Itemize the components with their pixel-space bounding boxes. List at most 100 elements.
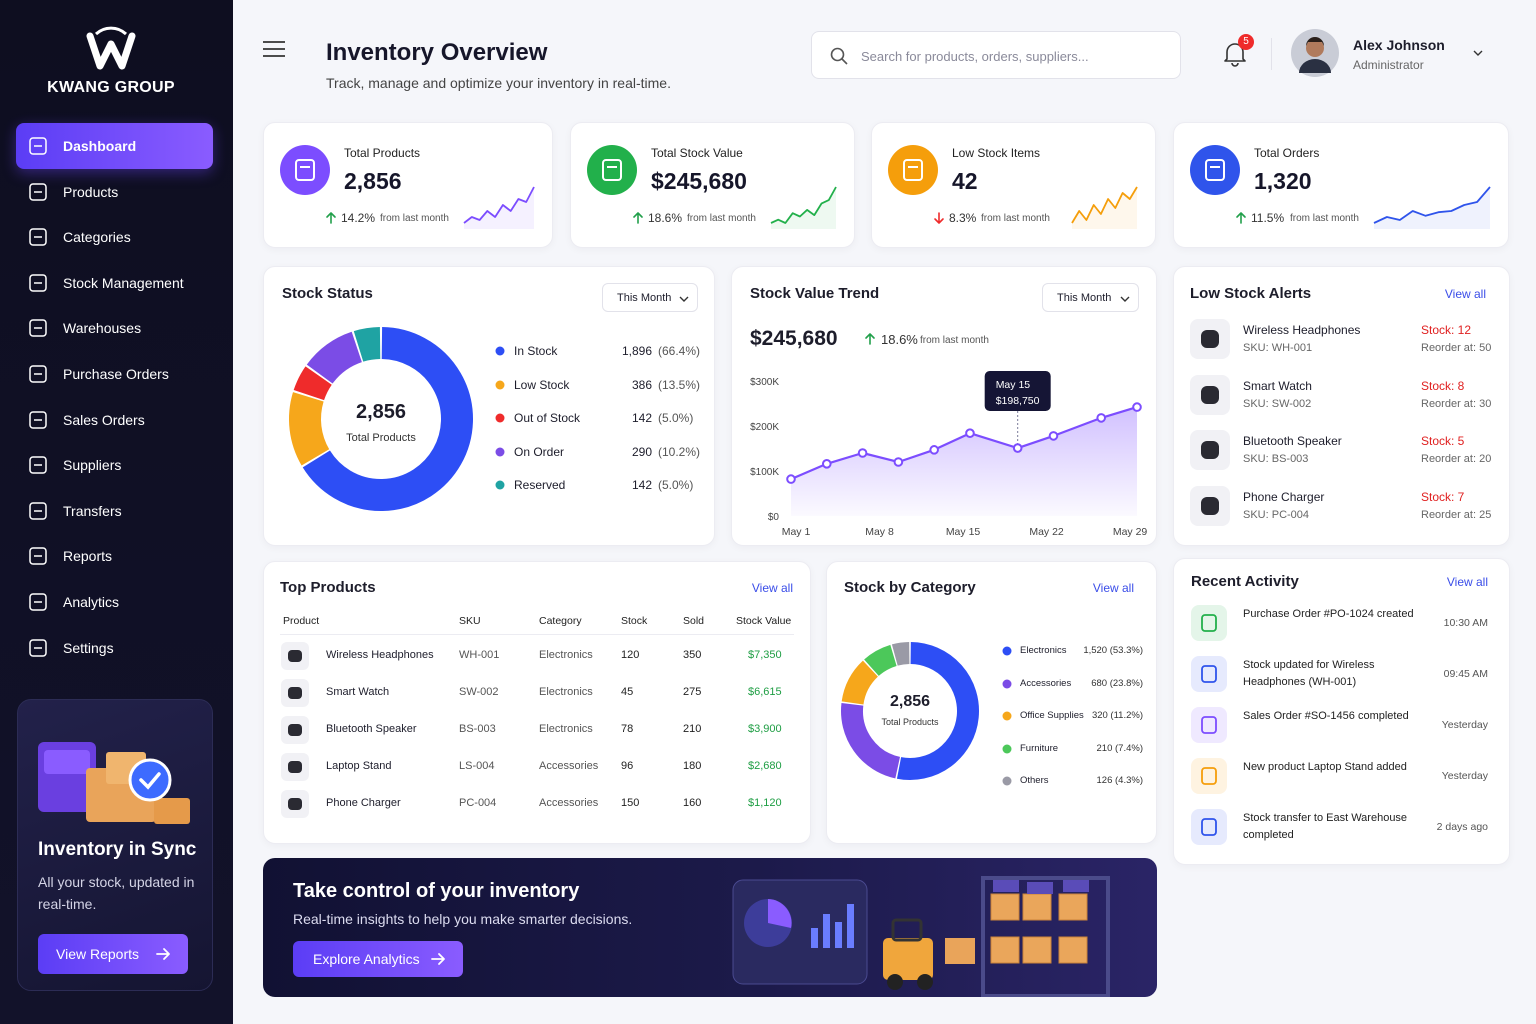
view-all-link[interactable]: View all — [1444, 287, 1486, 301]
wheel — [887, 974, 903, 990]
view-all-link[interactable]: View all — [1092, 581, 1134, 595]
panel-title: Stock Value Trend — [750, 285, 880, 302]
nav-icon-shape — [29, 137, 47, 155]
kpi-note: from last month — [981, 213, 1050, 224]
nav-item[interactable]: Reports — [16, 533, 213, 579]
banner-illustration — [732, 876, 1110, 997]
nav-item[interactable]: Settings — [16, 625, 213, 671]
nav-icon-shape — [29, 638, 47, 657]
activity-time: Yesterday — [1441, 770, 1488, 782]
table-cell: 160 — [683, 797, 702, 809]
nav-icon-shape — [29, 547, 47, 566]
kpi-label: Total Orders — [1254, 146, 1320, 160]
legend-share: (5.0%) — [658, 478, 694, 492]
legend-dot — [495, 480, 505, 490]
chevron-path — [679, 296, 689, 302]
period-dropdown[interactable]: This Month — [1042, 283, 1139, 312]
avatar-hair — [1306, 37, 1324, 46]
category-donut — [841, 642, 979, 780]
view-all-link[interactable]: View all — [1446, 575, 1488, 589]
view-all-link[interactable]: View all — [751, 581, 793, 595]
legend-dot — [495, 380, 505, 389]
activity-icon-bg — [1191, 605, 1227, 641]
table-cell: 120 — [621, 649, 640, 661]
nav-label: Analytics — [63, 594, 120, 610]
product-thumb — [1190, 319, 1230, 359]
kpi-note: from last month — [380, 213, 449, 224]
activity-icon-bg — [1191, 758, 1227, 794]
nav-item[interactable]: Transfers — [16, 488, 213, 534]
bell-clapper — [1231, 62, 1239, 67]
nav-icon-shape — [29, 274, 47, 292]
sidebar: KWANG GROUP Dashboard Products Categories St… — [0, 0, 233, 1024]
dropdown-label: This Month — [1057, 292, 1112, 304]
sparkline-line — [463, 186, 535, 224]
activity-text: Sales Order #SO-1456 completed — [1243, 710, 1409, 722]
reorder-level: Reorder at: 50 — [1421, 342, 1492, 354]
nav-icon — [29, 319, 47, 338]
legend-value: 126 (4.3%) — [1096, 775, 1143, 786]
search-box[interactable]: Search for products, orders, suppliers..… — [811, 31, 1181, 79]
box-shape — [44, 750, 90, 774]
button-label: Explore Analytics — [313, 951, 420, 967]
nav-item[interactable]: Stock Management — [16, 260, 213, 306]
legend-dot-shape — [1002, 679, 1012, 688]
donut-segment — [302, 327, 473, 511]
activity-icon-glyph — [1201, 818, 1217, 836]
legend-label: Out of Stock — [514, 411, 581, 425]
nav-icon-shape — [29, 319, 47, 338]
reorder-level: Reorder at: 20 — [1421, 453, 1492, 465]
arrow-right — [431, 953, 445, 965]
column-header: Category — [539, 615, 582, 627]
nav-item[interactable]: Categories — [16, 214, 213, 260]
table-cell: Accessories — [539, 797, 599, 809]
promo-button[interactable]: View Reports — [38, 934, 188, 974]
arrow-path — [633, 212, 643, 224]
sparkline-area — [464, 187, 534, 229]
thumb-shape — [1201, 441, 1219, 459]
page-title: Inventory Overview — [326, 39, 548, 66]
nav-item[interactable]: Products — [16, 169, 213, 215]
nav-item[interactable]: Purchase Orders — [16, 351, 213, 397]
banner-button[interactable]: Explore Analytics — [293, 941, 463, 977]
nav-item[interactable]: Analytics — [16, 579, 213, 625]
thumb-shape — [288, 798, 302, 810]
legend-dot-shape — [1002, 744, 1012, 753]
nav-item[interactable]: Dashboard — [16, 123, 213, 169]
low-stock-panel: Low Stock Alerts View all Wireless Headpho… — [1173, 266, 1510, 546]
activity-time: 2 days ago — [1436, 821, 1488, 833]
trend-arrow — [934, 212, 944, 224]
banner-text: Real-time insights to help you make smar… — [293, 911, 633, 927]
x-tick-label: May 15 — [946, 526, 981, 538]
button-label: View Reports — [56, 946, 140, 962]
y-tick-label: $200K — [750, 422, 779, 433]
table-cell: 350 — [683, 649, 702, 661]
product-name: Bluetooth Speaker — [1243, 434, 1342, 448]
sparkline-line — [1373, 186, 1491, 224]
search-placeholder: Search for products, orders, suppliers..… — [861, 49, 1089, 64]
line-point — [893, 457, 904, 467]
screen-pie-slice — [768, 899, 792, 928]
notifications[interactable]: 5 — [1222, 34, 1254, 70]
column-header: Stock Value — [736, 615, 792, 627]
reorder-level: Reorder at: 25 — [1421, 508, 1492, 521]
nav-item[interactable]: Sales Orders — [16, 397, 213, 443]
screen-bar — [823, 914, 830, 948]
product-name: Phone Charger — [326, 797, 401, 809]
nav-label: Purchase Orders — [63, 366, 169, 382]
activity-icon — [1191, 758, 1227, 794]
screen-bar — [835, 922, 842, 948]
product-name: Smart Watch — [326, 686, 390, 698]
nav-item[interactable]: Suppliers — [16, 442, 213, 488]
period-dropdown[interactable]: This Month — [602, 283, 698, 312]
nav-item[interactable]: Warehouses — [16, 305, 213, 351]
product-name: Phone Charger — [1243, 489, 1325, 504]
product-sku: SKU: BS-003 — [1243, 453, 1309, 465]
legend-label: Reserved — [514, 478, 566, 492]
dropdown-label: This Month — [617, 292, 672, 304]
column-header: Product — [283, 615, 320, 627]
table-cell: $7,350 — [748, 649, 782, 661]
nav-icon-shape — [29, 182, 47, 201]
promo-title: Inventory in Sync — [38, 839, 197, 860]
promo-banner: Take control of your inventory Real-time … — [263, 858, 1157, 997]
